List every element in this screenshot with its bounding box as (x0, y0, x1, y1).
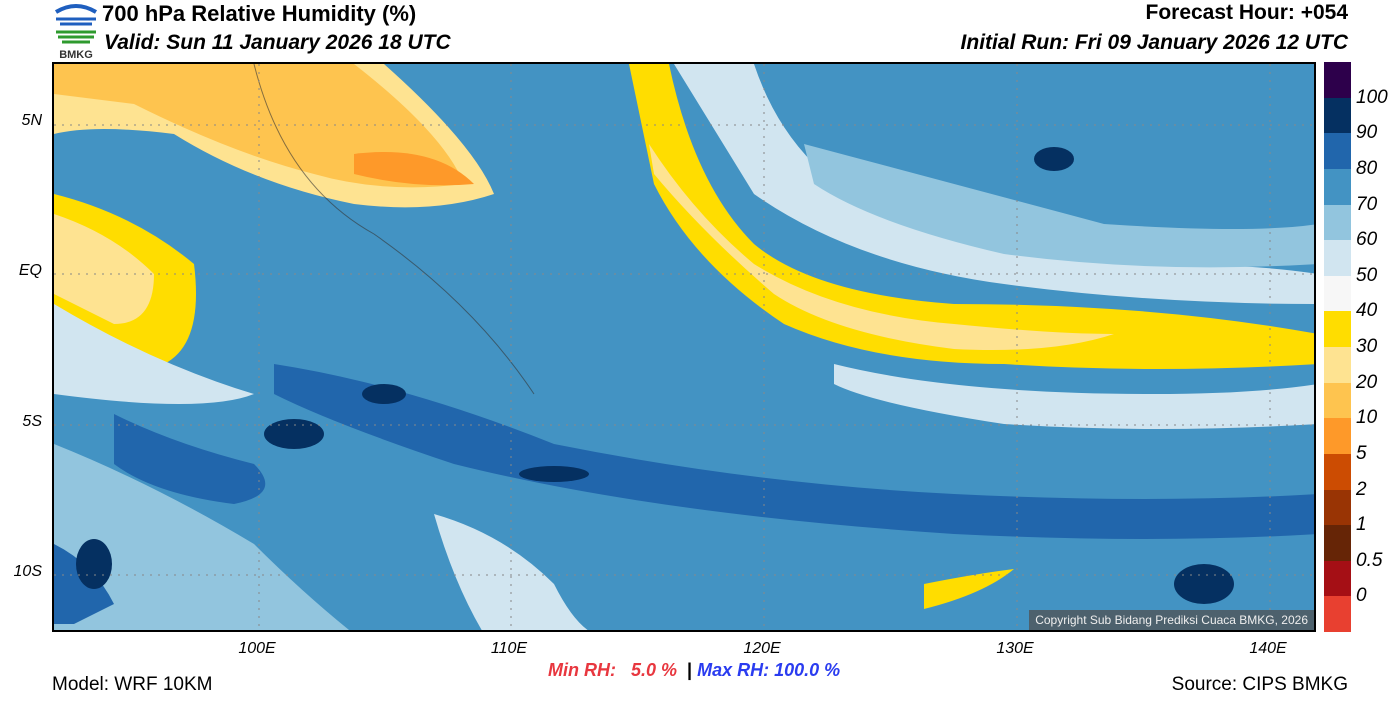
colorbar-band (1324, 560, 1351, 597)
humidity-map: Copyright Sub Bidang Prediksi Cuaca BMKG… (52, 62, 1316, 632)
copyright-notice: Copyright Sub Bidang Prediksi Cuaca BMKG… (1029, 610, 1314, 630)
lon-tick: 140E (1249, 640, 1287, 657)
colorbar-label: 60 (1356, 229, 1378, 251)
lat-tick: 5N (21, 112, 42, 129)
colorbar-band (1324, 596, 1351, 632)
colorbar-label: 40 (1356, 300, 1378, 322)
colorbar-label: 70 (1356, 193, 1378, 215)
colorbar-band (1324, 62, 1351, 98)
colorbar-band (1324, 489, 1351, 526)
colorbar-label: 50 (1356, 264, 1378, 286)
initial-run: Initial Run: Fri 09 January 2026 12 UTC (960, 31, 1348, 54)
colorbar-band (1324, 418, 1351, 454)
colorbar-band (1324, 347, 1351, 383)
colorbar-band (1324, 133, 1351, 169)
model-label: Model: WRF 10KM (52, 674, 213, 695)
lat-tick: EQ (18, 262, 42, 279)
separator: | (687, 660, 693, 680)
lat-tick: 5S (22, 413, 42, 430)
colorbar-label: 10 (1356, 407, 1378, 429)
bmkg-logo: BMKG (52, 2, 100, 61)
max-rh-label: Max RH: (697, 660, 770, 680)
lon-tick: 100E (238, 640, 276, 657)
colorbar-band (1324, 275, 1351, 312)
min-rh-value: 5.0 % (631, 660, 678, 680)
colorbar-label: 100 (1356, 86, 1388, 108)
svg-text:BMKG: BMKG (59, 49, 93, 60)
colorbar (1324, 62, 1351, 632)
colorbar-label: 30 (1356, 336, 1378, 357)
colorbar-label: 5 (1356, 442, 1367, 464)
chart-title: 700 hPa Relative Humidity (%) (102, 1, 417, 26)
colorbar-label: 90 (1356, 122, 1378, 144)
max-rh-value: 100.0 % (774, 660, 841, 680)
colorbar-label: 80 (1356, 157, 1378, 179)
rh-stats: Min RH: 5.0 % | Max RH: 100.0 % (548, 660, 840, 681)
colorbar-band (1324, 525, 1351, 561)
forecast-hour: Forecast Hour: +054 (1145, 1, 1349, 24)
min-rh-label: Min RH: (548, 660, 616, 680)
colorbar-label: 0.5 (1356, 549, 1383, 571)
colorbar-label: 1 (1356, 514, 1367, 536)
colorbar-band (1324, 168, 1351, 205)
source-label: Source: CIPS BMKG (1171, 674, 1348, 695)
lat-tick: 10S (13, 563, 42, 580)
valid-time: Valid: Sun 11 January 2026 18 UTC (104, 31, 451, 54)
lon-tick: 120E (743, 640, 781, 657)
lon-tick: 130E (996, 640, 1034, 657)
colorbar-band (1324, 240, 1351, 276)
lon-tick: 110E (490, 640, 528, 657)
colorbar-label: 2 (1356, 478, 1367, 500)
colorbar-label: 0 (1356, 585, 1367, 607)
colorbar-band (1324, 204, 1351, 241)
colorbar-band (1324, 382, 1351, 419)
colorbar-band (1324, 311, 1351, 347)
colorbar-label: 20 (1356, 371, 1378, 393)
colorbar-band (1324, 97, 1351, 134)
colorbar-band (1324, 453, 1351, 490)
